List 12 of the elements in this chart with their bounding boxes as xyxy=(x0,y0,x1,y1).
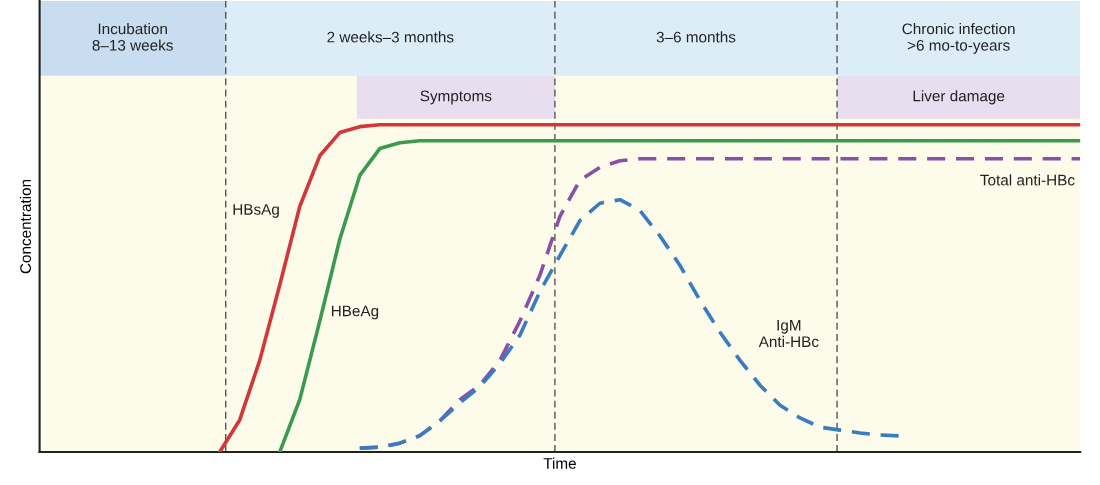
y-axis-title: Concentration xyxy=(19,179,32,274)
text: 3–6 months xyxy=(656,31,736,43)
text: 2 weeks–3 months xyxy=(327,31,454,43)
text: Liver damage xyxy=(913,90,1005,105)
text: Symptoms xyxy=(420,90,492,105)
text: Incubation 8–13 weeks xyxy=(92,23,173,51)
series-label: IgM Anti-HBc xyxy=(758,319,819,348)
series-label: HBeAg xyxy=(331,305,379,320)
text: Chronic infection >6 mo-to-years xyxy=(902,23,1015,54)
series-label: Total anti-HBc xyxy=(980,174,1075,186)
x-axis-title: Time xyxy=(543,457,576,469)
series-label: HBsAg xyxy=(233,204,279,218)
